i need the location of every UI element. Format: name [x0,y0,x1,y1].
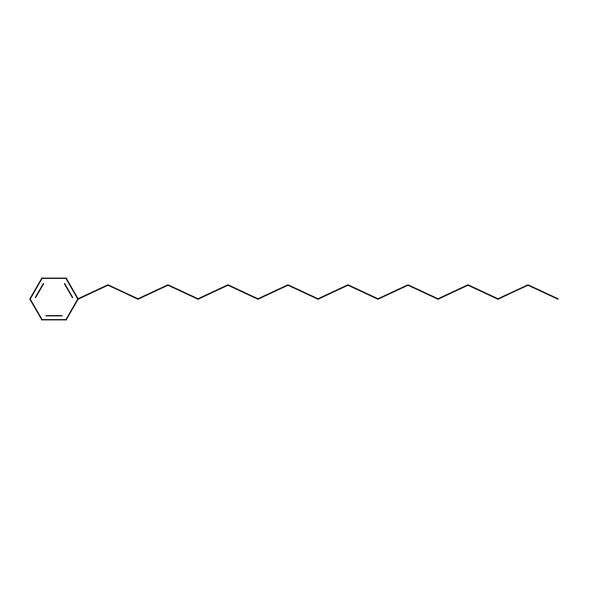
molecule-diagram [0,0,600,600]
